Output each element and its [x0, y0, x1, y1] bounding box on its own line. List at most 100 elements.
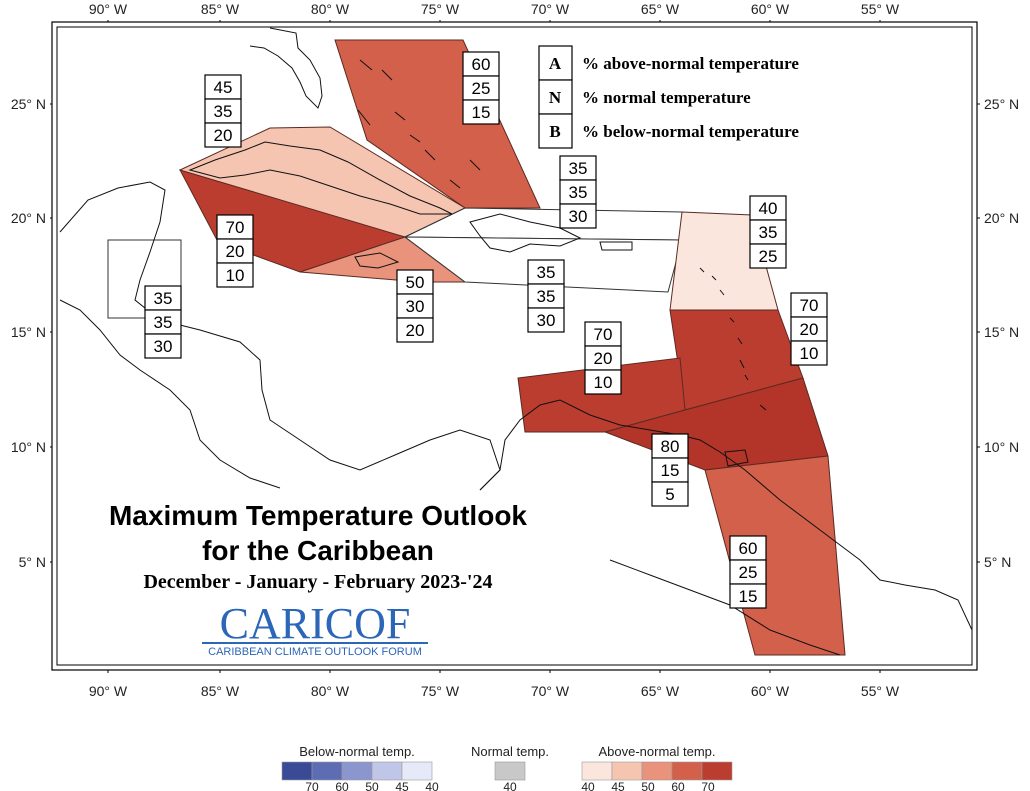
prob-box-below	[396, 317, 434, 343]
prob-value-normal: 35	[537, 287, 556, 306]
prob-value-above: 60	[739, 539, 758, 558]
latitude-axis-left: 25° N 20° N 15° N 10° N 5° N	[11, 96, 57, 570]
prob-value-above: 40	[759, 199, 778, 218]
prob-value-above: 70	[594, 325, 613, 344]
legend-tick-above: 50	[641, 780, 655, 791]
legend-swatch	[341, 761, 373, 781]
legend-tick-normal: 40	[503, 780, 517, 791]
legend-swatch	[281, 761, 313, 781]
lon-tick-top: 65° W	[641, 1, 680, 17]
legend-tick-below: 70	[305, 780, 319, 791]
prob-box-above	[559, 155, 597, 181]
prob-stack-abc-islands: 70 20 10	[584, 321, 622, 395]
map-title-line2: for the Caribbean	[202, 535, 434, 566]
prob-box-above	[462, 51, 500, 77]
lon-tick-top: 75° W	[421, 1, 460, 17]
prob-box-below	[144, 333, 182, 359]
prob-box-below	[790, 340, 828, 366]
prob-value-above: 70	[226, 218, 245, 237]
logo-wordmark: CARICOF	[220, 599, 411, 648]
prob-stack-trinidad-barbados: 80 15 5	[651, 433, 689, 507]
region-bahamas[interactable]	[334, 39, 541, 209]
legend-tick-above: 40	[581, 780, 595, 791]
key-letter-box-a	[538, 45, 573, 81]
prob-stack-hispaniola-pr: 35 35 30	[527, 259, 565, 333]
legend-tick-above: 70	[701, 780, 715, 791]
lat-tick-right: 10° N	[984, 439, 1019, 455]
map-title-period: December - January - February 2023-'24	[143, 571, 492, 593]
coast-hispaniola	[469, 213, 582, 253]
lat-tick-right: 5° N	[984, 554, 1011, 570]
prob-box-above	[204, 74, 242, 100]
caricof-logo: CARICOF CARIBBEAN CLIMATE OUTLOOK FORUM	[202, 599, 428, 658]
prob-box-above	[651, 433, 689, 459]
prob-box-normal	[729, 559, 767, 585]
prob-box-above	[729, 535, 767, 561]
prob-value-above: 35	[154, 289, 173, 308]
prob-value-below: 10	[594, 373, 613, 392]
prob-stack-belize: 35 35 30	[144, 285, 182, 359]
prob-box-above	[584, 321, 622, 347]
lat-tick-right: 20° N	[984, 210, 1019, 226]
legend-above: Above-normal temp. 40 45 50 60 70	[581, 744, 733, 791]
prob-box-normal	[651, 457, 689, 483]
prob-box-normal	[527, 283, 565, 309]
prob-box-below	[462, 99, 500, 125]
prob-box-normal	[559, 179, 597, 205]
probability-key: A N B % above-normal temperature % norma…	[538, 45, 799, 149]
prob-value-above: 60	[472, 55, 491, 74]
prob-box-below	[527, 307, 565, 333]
lon-tick-top: 55° W	[861, 1, 900, 17]
key-letter-a: A	[549, 54, 562, 73]
legend-swatch	[671, 761, 703, 781]
legend-swatch	[641, 761, 673, 781]
key-letter-n: N	[549, 88, 562, 107]
prob-value-above: 35	[569, 159, 588, 178]
map-title-line1: Maximum Temperature Outlook	[109, 500, 527, 531]
prob-value-normal: 20	[800, 320, 819, 339]
prob-value-below: 30	[537, 311, 556, 330]
logo-tagline: CARIBBEAN CLIMATE OUTLOOK FORUM	[208, 646, 422, 658]
prob-value-normal: 20	[594, 349, 613, 368]
title-backdrop	[58, 492, 558, 664]
prob-box-normal	[144, 309, 182, 335]
lon-tick-top: 90° W	[89, 1, 128, 17]
prob-value-below: 30	[154, 337, 173, 356]
prob-value-above: 70	[800, 296, 819, 315]
prob-stack-cayman-west-cuba: 70 20 10	[216, 214, 254, 288]
lon-tick-bottom: 90° W	[89, 683, 128, 699]
prob-value-above: 35	[537, 263, 556, 282]
prob-value-normal: 25	[472, 79, 491, 98]
key-letter-box-n	[538, 79, 573, 115]
coast-south-america-north	[479, 399, 973, 631]
lat-tick-left: 5° N	[19, 554, 46, 570]
key-text-below: % below-normal temperature	[582, 122, 799, 141]
lon-tick-bottom: 55° W	[861, 683, 900, 699]
prob-box-above	[749, 195, 787, 221]
prob-value-normal: 30	[406, 297, 425, 316]
prob-stack-guianas: 60 25 15	[729, 535, 767, 609]
prob-value-normal: 35	[569, 183, 588, 202]
lon-tick-bottom: 65° W	[641, 683, 680, 699]
lon-tick-bottom: 60° W	[751, 683, 790, 699]
key-text-above: % above-normal temperature	[582, 54, 799, 73]
prob-box-below	[216, 262, 254, 288]
lat-tick-right: 25° N	[984, 96, 1019, 112]
prob-value-normal: 25	[739, 563, 758, 582]
prob-value-below: 20	[406, 321, 425, 340]
coast-lesser-antilles	[699, 267, 767, 411]
prob-box-below	[729, 583, 767, 609]
coast-mexico-pacific	[59, 299, 281, 489]
coast-puerto-rico	[599, 241, 633, 251]
lat-tick-left: 10° N	[11, 439, 46, 455]
key-text-normal: % normal temperature	[582, 88, 751, 107]
lon-tick-bottom: 85° W	[201, 683, 240, 699]
prob-value-below: 20	[214, 126, 233, 145]
prob-stack-jamaica: 50 30 20	[396, 269, 434, 343]
legend-title-normal: Normal temp.	[471, 744, 549, 759]
prob-value-below: 10	[800, 344, 819, 363]
legend-swatch	[581, 761, 613, 781]
prob-value-above: 45	[214, 78, 233, 97]
lat-tick-right: 15° N	[984, 324, 1019, 340]
